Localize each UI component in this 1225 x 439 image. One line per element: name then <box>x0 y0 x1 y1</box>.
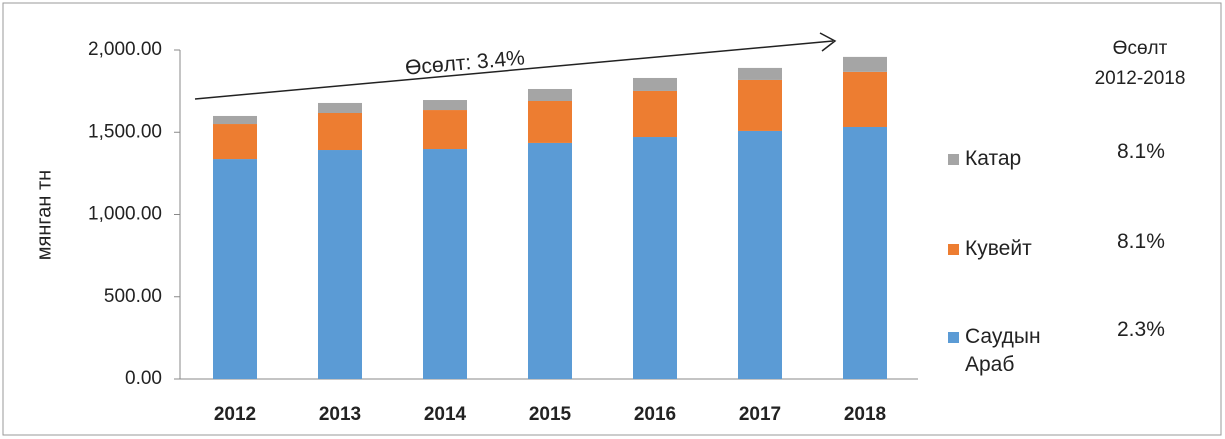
legend-growth: 8.1% <box>1117 230 1165 253</box>
bar-segment <box>738 130 782 379</box>
bar-segment <box>318 113 362 151</box>
legend-swatch <box>948 244 959 255</box>
bar-segment <box>528 100 572 143</box>
x-tick-label: 2013 <box>319 404 361 425</box>
x-tick-label: 2015 <box>529 404 572 425</box>
legend-label: Кувейт <box>965 237 1032 260</box>
x-tick-label: 2014 <box>424 404 467 425</box>
legend-label: Саудын Араб <box>965 325 1041 376</box>
legend-swatch <box>948 332 959 343</box>
bar-segment <box>528 88 572 101</box>
y-tick-label: 0.00 <box>125 368 162 389</box>
bar-segment <box>843 126 887 380</box>
bar-segment <box>423 100 467 111</box>
bar-segment <box>423 110 467 150</box>
legend-growth: 8.1% <box>1117 140 1165 163</box>
bar-segment <box>843 56 887 72</box>
legend-label: Катар <box>965 147 1022 170</box>
x-tick-label: 2018 <box>844 404 886 425</box>
bar-segment <box>528 142 572 379</box>
arrow-head <box>819 32 837 52</box>
bar-segment <box>213 159 257 379</box>
bar-segment <box>318 150 362 379</box>
bar-segment <box>633 77 677 91</box>
bar-segment <box>738 67 782 80</box>
bar-segment <box>633 90 677 138</box>
bar-segment <box>423 149 467 379</box>
y-tick-label: 1,500.00 <box>88 121 162 142</box>
y-axis-title: мянган тн <box>33 170 55 260</box>
legend-title: Өсөлт <box>1113 38 1168 59</box>
legend-swatch <box>948 154 959 165</box>
x-tick-label: 2016 <box>634 404 676 425</box>
legend-growth: 2.3% <box>1117 318 1165 341</box>
bar-segment <box>633 137 677 379</box>
bar-segment <box>318 102 362 114</box>
bar-segment <box>843 71 887 127</box>
bar-segment <box>213 124 257 160</box>
bar-segment <box>213 115 257 125</box>
bar-segment <box>738 79 782 131</box>
y-tick-label: 500.00 <box>104 286 162 307</box>
x-tick-label: 2012 <box>214 404 256 425</box>
legend-title: 2012-2018 <box>1095 68 1186 89</box>
y-tick-label: 1,000.00 <box>88 204 162 225</box>
x-tick-label: 2017 <box>739 404 781 425</box>
y-tick-label: 2,000.00 <box>88 39 162 60</box>
trend-arrow <box>194 40 834 100</box>
